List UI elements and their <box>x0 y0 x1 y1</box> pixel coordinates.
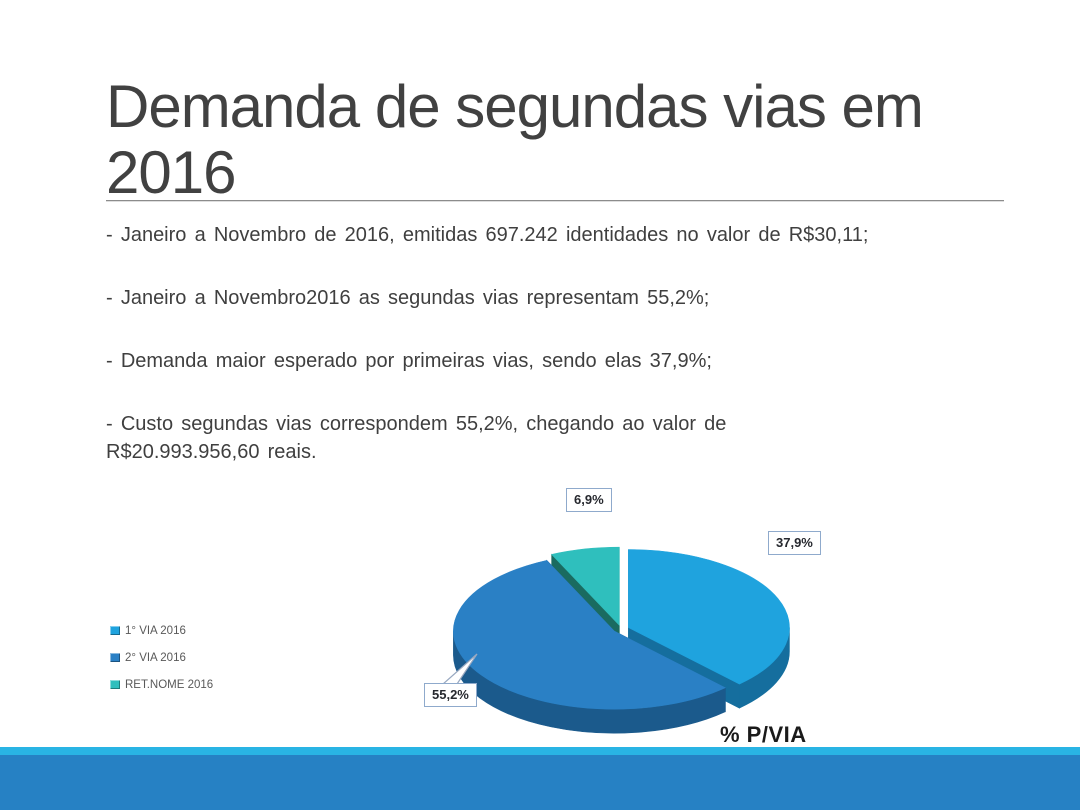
pie-slice-face <box>551 546 620 626</box>
bullet-item: - Custo segundas vias correspondem 55,2%… <box>106 413 727 463</box>
bullet-list: - Janeiro a Novembro de 2016, emitidas 6… <box>106 221 946 501</box>
data-label-2via: 55,2% <box>424 683 477 707</box>
footer-bar <box>0 755 1080 810</box>
pie-slice-face <box>453 560 727 710</box>
bullet-item: - Demanda maior esperado por primeiras v… <box>106 350 712 372</box>
pie-chart-svg <box>441 546 790 734</box>
legend-label: 1° VIA 2016 <box>125 624 186 637</box>
bullet-item: - Janeiro a Novembro de 2016, emitidas 6… <box>106 224 869 246</box>
legend-item-2via: 2° VIA 2016 <box>110 644 213 671</box>
legend-label: RET.NOME 2016 <box>125 678 214 691</box>
data-label-1via: 37,9% <box>768 531 821 555</box>
legend-marker-icon <box>110 626 120 635</box>
legend-marker-icon <box>110 680 120 689</box>
footer-accent-strip <box>0 747 1080 755</box>
legend-label: 2° VIA 2016 <box>125 651 186 664</box>
title-divider <box>106 200 1004 201</box>
chart-series-label: % P/VIA <box>720 722 807 747</box>
legend-item-retnome: RET.NOME 2016 <box>110 671 213 698</box>
legend-item-1via: 1° VIA 2016 <box>110 617 213 644</box>
data-label-retnome: 6,9% <box>566 488 612 512</box>
bullet-item: - Janeiro a Novembro2016 as segundas via… <box>106 287 710 309</box>
pie-slice-face <box>628 549 790 685</box>
legend-marker-icon <box>110 653 120 662</box>
chart-legend: 1° VIA 2016 2° VIA 2016 RET.NOME 2016 <box>110 617 213 698</box>
slide-title: Demanda de segundas vias em 2016 <box>106 73 924 207</box>
